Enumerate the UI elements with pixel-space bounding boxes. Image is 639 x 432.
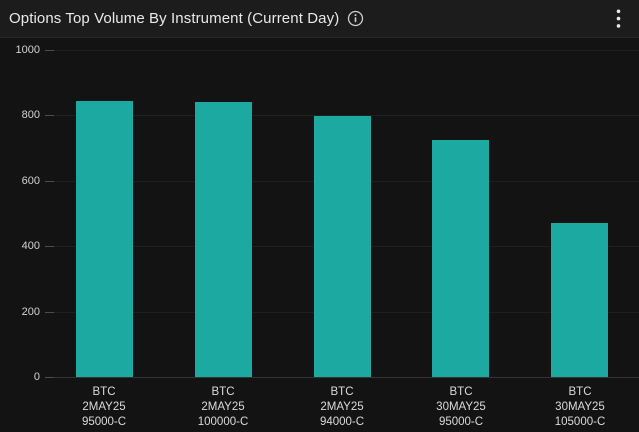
- x-axis-category-line: 30MAY25: [436, 401, 486, 413]
- x-axis-category-line: BTC: [330, 386, 354, 398]
- y-axis-tick-label: 400: [21, 240, 40, 252]
- info-icon[interactable]: [347, 10, 364, 27]
- x-axis-category-label: BTC 2MAY25 100000-C: [164, 385, 282, 430]
- x-axis-category-line: BTC: [92, 386, 116, 398]
- bar[interactable]: [195, 102, 252, 377]
- y-axis-tick: [45, 246, 54, 247]
- x-axis-category-label: BTC 2MAY25 94000-C: [283, 385, 401, 430]
- kebab-menu-icon: [616, 9, 620, 28]
- gridline: [45, 115, 639, 116]
- y-axis-tick-label: 800: [21, 109, 40, 121]
- x-axis-category-line: 100000-C: [197, 416, 249, 428]
- x-axis-category-line: 30MAY25: [555, 401, 605, 413]
- y-axis-tick-label: 200: [21, 306, 40, 318]
- y-axis-tick-label: 1000: [15, 44, 40, 56]
- x-axis-category-line: 94000-C: [319, 416, 365, 428]
- gridline: [45, 50, 639, 51]
- bar[interactable]: [314, 116, 371, 377]
- bar-chart: 0 200 400 600 800 1000 BTC 2MAY25 95000-C BTC 2MAY…: [0, 39, 639, 432]
- chart-header: Options Top Volume By Instrument (Curren…: [0, 0, 639, 38]
- y-axis-tick: [45, 181, 54, 182]
- x-axis-category-line: 95000-C: [438, 416, 484, 428]
- x-axis-category-line: 2MAY25: [201, 401, 245, 413]
- y-axis-tick: [45, 50, 54, 51]
- x-axis-category-line: BTC: [211, 386, 235, 398]
- y-axis-tick-label: 0: [33, 371, 40, 383]
- bar[interactable]: [432, 140, 489, 377]
- y-axis-tick: [45, 377, 54, 378]
- y-axis-tick: [45, 115, 54, 116]
- x-axis-category-line: 95000-C: [81, 416, 127, 428]
- x-axis-category-label: BTC 2MAY25 95000-C: [45, 385, 163, 430]
- x-axis-category-label: BTC 30MAY25 95000-C: [402, 385, 520, 430]
- x-axis-category-line: 2MAY25: [320, 401, 364, 413]
- x-axis-category-line: BTC: [449, 386, 473, 398]
- bar[interactable]: [551, 223, 608, 377]
- chart-title: Options Top Volume By Instrument (Curren…: [9, 10, 340, 27]
- x-axis-category-line: 105000-C: [554, 416, 606, 428]
- more-options-button[interactable]: [607, 6, 629, 32]
- x-axis-line: [45, 377, 639, 378]
- y-axis-tick-label: 600: [21, 175, 40, 187]
- x-axis-category-line: 2MAY25: [82, 401, 126, 413]
- y-axis-tick: [45, 312, 54, 313]
- bar[interactable]: [76, 101, 133, 377]
- x-axis-category-label: BTC 30MAY25 105000-C: [521, 385, 639, 430]
- x-axis-category-line: BTC: [568, 386, 592, 398]
